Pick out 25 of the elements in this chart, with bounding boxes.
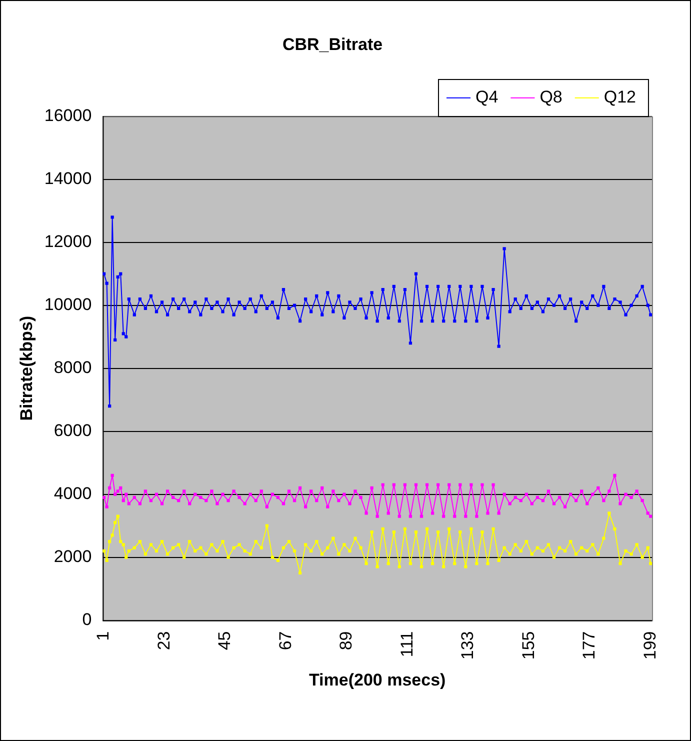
- x-tick-label: 67: [276, 631, 295, 650]
- x-tick-label: 111: [397, 631, 416, 658]
- x-tick-label: 155: [518, 631, 538, 660]
- legend-label: Q8: [540, 88, 562, 107]
- x-tick-label: 1: [94, 631, 113, 641]
- x-tick-label: 89: [336, 631, 356, 650]
- y-tick-label: 16000: [44, 106, 92, 126]
- y-axis-title: Bitrate(kbps): [16, 316, 36, 421]
- y-tick-label: 14000: [44, 169, 92, 188]
- x-tick-label: 177: [580, 631, 599, 660]
- y-tick-label: 12000: [44, 232, 92, 252]
- y-tick-label: 4000: [54, 484, 92, 503]
- chart-title: CBR_Bitrate: [282, 34, 383, 54]
- y-tick-label: 10000: [44, 295, 92, 314]
- x-tick-label: 23: [154, 631, 174, 650]
- y-tick-label: 0: [82, 610, 92, 629]
- x-tick-label: 133: [458, 631, 478, 660]
- y-tick-label: 8000: [54, 358, 92, 378]
- y-tick-label: 2000: [54, 546, 92, 566]
- legend-label: Q12: [604, 88, 636, 107]
- x-tick-label: 45: [215, 631, 234, 650]
- x-axis-title: Time(200 msecs): [308, 670, 446, 690]
- x-tick-label: 199: [640, 631, 660, 660]
- legend-label: Q4: [476, 88, 498, 107]
- y-tick-label: 6000: [54, 420, 92, 440]
